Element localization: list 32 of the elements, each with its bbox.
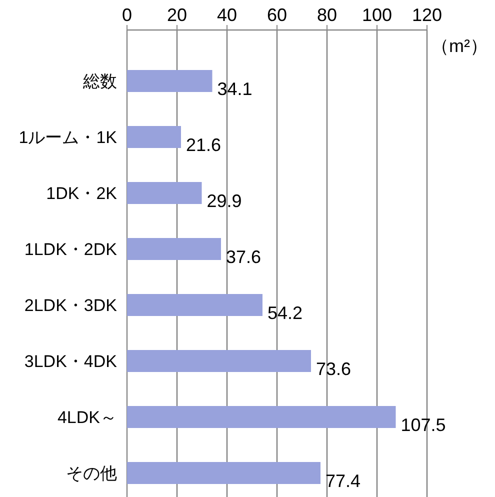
bar [127, 350, 311, 372]
data-label: 29.9 [206, 191, 242, 211]
data-label: 37.6 [226, 247, 262, 267]
y-tick-label: 1ルーム・1K [18, 128, 118, 147]
bar [127, 238, 221, 260]
y-tick-label: 2LDK・3DK [24, 296, 118, 315]
data-label: 54.2 [268, 303, 303, 323]
data-label: 73.6 [316, 359, 352, 379]
x-tick-label: 80 [316, 5, 338, 25]
y-tick-label: 4LDK～ [57, 408, 117, 427]
x-tick-label: 0 [122, 5, 132, 25]
y-tick-label: 1DK・2K [46, 184, 118, 203]
data-label: 107.5 [400, 415, 446, 435]
bar [127, 406, 396, 428]
y-tick-label: 3LDK・4DK [24, 352, 118, 371]
x-tick-label: 20 [166, 5, 188, 25]
bar [127, 294, 262, 316]
bar [127, 462, 320, 484]
x-tick-label: 60 [266, 5, 288, 25]
bar [127, 182, 202, 204]
x-tick-label: 100 [362, 5, 392, 25]
x-tick-label: 40 [216, 5, 238, 25]
bar [127, 126, 181, 148]
y-tick-label: 1LDK・2DK [24, 240, 118, 259]
x-tick-label: 120 [412, 5, 442, 25]
bar [127, 70, 212, 92]
data-label: 34.1 [217, 79, 252, 99]
x-axis-title: （m²） [431, 36, 488, 56]
data-label: 21.6 [186, 135, 222, 155]
y-tick-label: 総数 [82, 72, 117, 91]
data-label: 77.4 [326, 471, 361, 491]
y-tick-label: その他 [66, 464, 117, 483]
